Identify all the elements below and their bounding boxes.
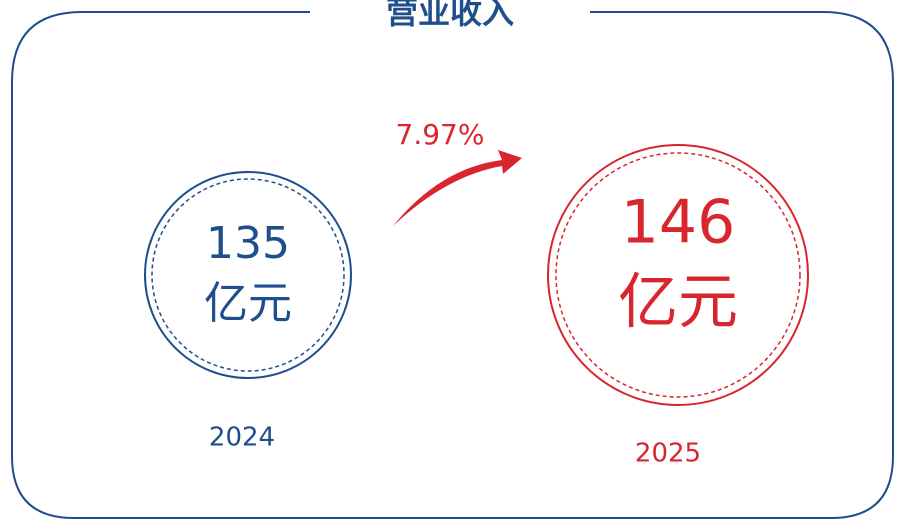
year: 2025 [635, 439, 701, 469]
unit: 亿元 [618, 268, 738, 338]
growth-label: 7.97% [396, 118, 485, 151]
circle-dashed [555, 152, 801, 398]
circle-outer [144, 171, 352, 379]
circle-outer [547, 144, 809, 406]
value: 135 [206, 218, 290, 269]
frame [11, 11, 894, 519]
year: 2024 [209, 423, 275, 453]
growth-arrow [393, 150, 522, 226]
title: 营业收入 [386, 0, 514, 31]
circle-dashed [151, 178, 345, 372]
value: 146 [621, 188, 736, 258]
unit: 亿元 [204, 278, 292, 329]
